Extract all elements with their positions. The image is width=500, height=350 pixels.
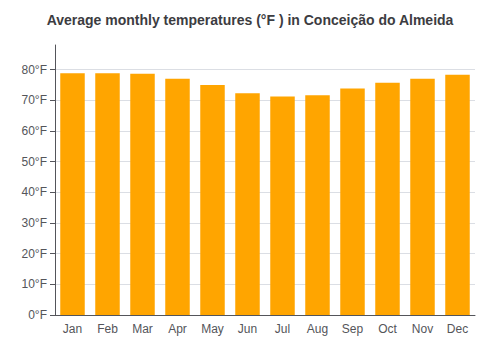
svg-text:Aug: Aug [307, 322, 328, 336]
svg-text:80°F: 80°F [22, 63, 47, 77]
svg-text:50°F: 50°F [22, 155, 47, 169]
svg-text:10°F: 10°F [22, 277, 47, 291]
svg-text:Jun: Jun [238, 322, 257, 336]
svg-text:Sep: Sep [342, 322, 364, 336]
svg-text:Mar: Mar [132, 322, 153, 336]
svg-text:Nov: Nov [412, 322, 433, 336]
svg-text:30°F: 30°F [22, 216, 47, 230]
svg-text:70°F: 70°F [22, 93, 47, 107]
svg-text:Oct: Oct [378, 322, 397, 336]
svg-text:60°F: 60°F [22, 124, 47, 138]
svg-text:Jan: Jan [63, 322, 82, 336]
svg-text:Dec: Dec [447, 322, 468, 336]
svg-text:20°F: 20°F [22, 247, 47, 261]
svg-text:40°F: 40°F [22, 185, 47, 199]
svg-text:Apr: Apr [168, 322, 187, 336]
svg-text:Jul: Jul [275, 322, 290, 336]
svg-text:0°F: 0°F [28, 308, 47, 322]
svg-text:Average monthly temperatures (: Average monthly temperatures (°F ) in Co… [47, 12, 454, 28]
svg-text:May: May [201, 322, 224, 336]
svg-text:Feb: Feb [97, 322, 118, 336]
